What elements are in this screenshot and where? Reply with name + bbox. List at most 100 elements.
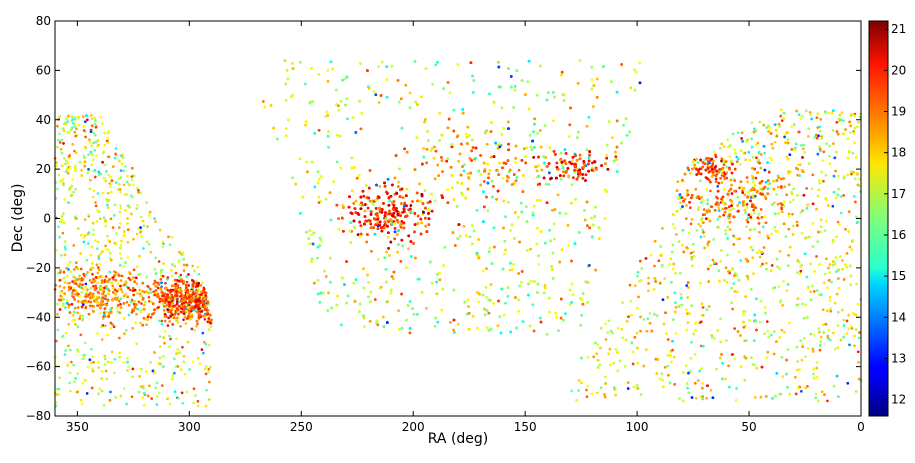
data-point [205,388,208,392]
data-point [97,266,100,269]
data-point [104,363,107,366]
data-point [153,293,157,297]
data-point [129,300,133,304]
data-point [188,300,191,304]
data-point [89,178,92,182]
data-point [71,313,75,317]
data-point [102,311,106,315]
data-point [60,138,64,142]
data-point [67,306,70,309]
data-point [76,311,79,315]
data-point [195,279,199,283]
data-point [175,307,179,310]
data-point [63,245,67,249]
data-point [160,294,164,298]
data-point [72,310,76,314]
data-point [96,145,99,148]
data-point [62,129,66,132]
data-point [167,316,170,320]
data-point [58,308,62,311]
data-point [86,171,89,175]
data-point [122,317,126,320]
data-point [156,295,159,298]
data-point [89,254,93,257]
data-point [100,370,104,373]
data-point [64,247,67,251]
data-point [185,275,188,278]
data-point [131,308,134,312]
data-point [103,354,107,358]
data-point [120,239,123,243]
data-point [122,169,126,173]
data-point [105,248,109,251]
data-point [77,300,80,303]
data-point [107,292,110,296]
data-point [59,179,63,183]
data-point [119,206,123,210]
data-point [97,392,100,396]
data-point [131,277,135,281]
data-point [162,336,166,339]
data-point [182,305,185,309]
data-point [135,265,139,268]
data-point [179,368,183,372]
data-point [91,266,95,270]
data-point [147,300,151,303]
data-point [126,295,129,299]
data-point [113,371,116,375]
data-point [189,309,193,313]
data-point [175,290,178,294]
data-point [110,350,114,354]
data-point [68,186,72,190]
data-point [99,172,102,176]
data-point [103,307,107,310]
data-point [141,290,144,293]
data-point [101,317,105,320]
data-point [73,279,77,283]
data-point [146,225,149,228]
data-point [100,275,104,279]
data-point [145,201,148,204]
data-point [78,160,82,164]
data-point [190,305,194,308]
data-point [177,304,181,308]
data-point [142,308,146,311]
data-point [104,294,107,298]
data-point [207,328,211,331]
data-point [83,160,87,163]
data-point [100,286,103,290]
data-point [209,325,213,328]
data-point [76,372,79,375]
data-point [62,270,66,274]
data-point [105,198,108,201]
data-point [122,294,126,298]
data-point [182,360,186,364]
data-point [181,251,185,254]
data-point [168,345,171,349]
data-point [153,308,156,312]
data-point [189,317,193,320]
data-point [142,224,146,228]
data-point [81,283,84,287]
data-point [87,153,90,156]
data-point [125,180,129,184]
data-point [117,177,121,181]
data-point [120,274,124,278]
data-point [69,166,72,170]
data-point [591,161,594,165]
data-point [79,333,83,337]
data-point [195,290,199,294]
data-point [141,396,145,399]
data-point [94,141,98,144]
data-point [118,311,122,315]
data-point [141,219,145,223]
data-point [169,337,172,341]
data-point [196,265,200,269]
data-point [82,240,86,244]
data-point [126,256,130,259]
data-point [88,187,92,190]
data-point [65,301,69,305]
data-point [79,252,82,255]
data-point [101,122,104,125]
data-point [89,150,93,154]
